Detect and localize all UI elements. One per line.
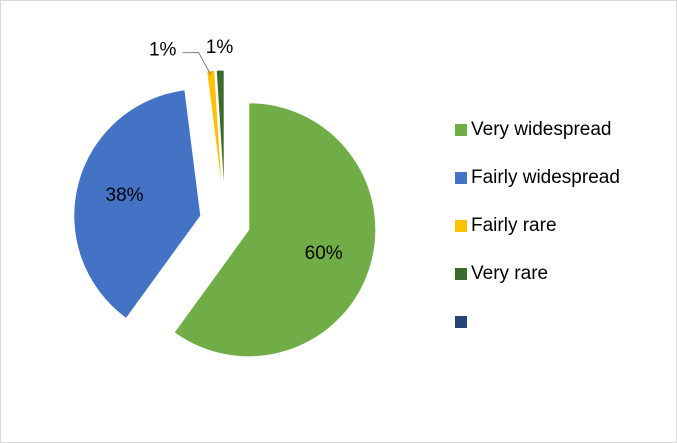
legend-swatch [455,316,467,328]
pie-slice [73,89,202,320]
data-label: 1% [149,40,177,61]
legend-label: Very rare [471,263,548,284]
leader-line [182,52,212,75]
data-label: 60% [305,243,343,264]
pie-slice [206,69,224,198]
pie-slice [173,102,377,358]
pie-slice [215,69,225,198]
legend-swatch [455,268,467,280]
legend-swatch [455,172,467,184]
legend-label: Fairly rare [471,215,557,236]
legend-swatch [455,220,467,232]
data-label: 1% [206,37,234,58]
legend-label: Very widespread [471,119,611,140]
legend-swatch [455,124,467,136]
data-label: 38% [106,185,144,206]
legend-label: Fairly widespread [471,167,620,188]
